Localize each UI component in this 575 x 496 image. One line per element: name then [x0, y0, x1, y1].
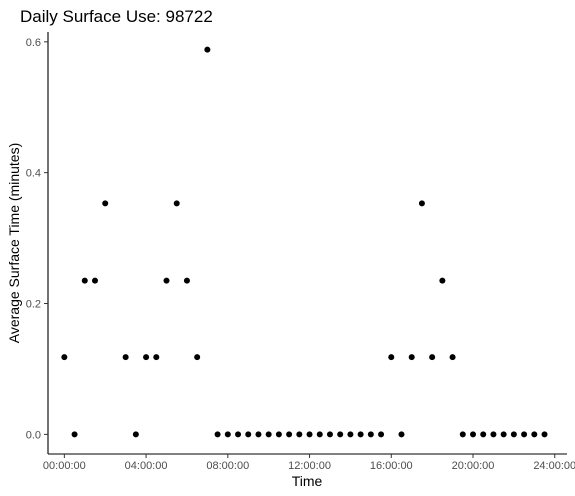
data-point	[245, 431, 251, 437]
data-point	[194, 354, 200, 360]
plot-area: 0.0 0.2 0.4 0.6 00:00:00 04:00:00 08:00:00 12:…	[26, 32, 575, 472]
data-point	[347, 431, 353, 437]
x-axis-title: Time	[292, 473, 323, 489]
data-point	[337, 431, 343, 437]
data-point	[490, 431, 496, 437]
data-point	[368, 431, 374, 437]
data-point	[419, 200, 425, 206]
data-point	[102, 200, 108, 206]
data-point	[174, 200, 180, 206]
data-point	[225, 431, 231, 437]
data-point	[501, 431, 507, 437]
data-point	[378, 431, 384, 437]
chart-title: Daily Surface Use: 98722	[20, 7, 213, 26]
data-point	[235, 431, 241, 437]
data-point	[296, 431, 302, 437]
data-point	[286, 431, 292, 437]
x-tick-label: 00:00:00	[43, 460, 86, 472]
data-point	[133, 431, 139, 437]
data-point	[82, 278, 88, 284]
data-point	[388, 354, 394, 360]
data-point	[61, 354, 67, 360]
y-tick-label: 0.4	[26, 168, 41, 180]
data-points	[61, 47, 547, 438]
x-tick-label: 24:00:00	[533, 460, 575, 472]
data-point	[439, 278, 445, 284]
data-point	[521, 431, 527, 437]
data-point	[531, 431, 537, 437]
data-point	[429, 354, 435, 360]
data-point	[143, 354, 149, 360]
data-point	[92, 278, 98, 284]
data-point	[398, 431, 404, 437]
data-point	[164, 278, 170, 284]
data-point	[409, 354, 415, 360]
data-point	[511, 431, 517, 437]
data-point	[307, 431, 313, 437]
x-tick-label: 16:00:00	[370, 460, 413, 472]
data-point	[450, 354, 456, 360]
data-point	[266, 431, 272, 437]
data-point	[470, 431, 476, 437]
data-point	[255, 431, 261, 437]
y-tick-label: 0.6	[26, 37, 41, 49]
y-axis-title: Average Surface Time (minutes)	[6, 143, 22, 344]
data-point	[72, 431, 78, 437]
y-tick-label: 0.2	[26, 299, 41, 311]
x-tick-label: 04:00:00	[125, 460, 168, 472]
x-axis-ticks: 00:00:00 04:00:00 08:00:00 12:00:00 16:00:00…	[43, 454, 575, 472]
x-tick-label: 20:00:00	[452, 460, 495, 472]
x-tick-label: 12:00:00	[288, 460, 331, 472]
data-point	[204, 47, 210, 53]
data-point	[327, 431, 333, 437]
data-point	[184, 278, 190, 284]
y-tick-label: 0.0	[26, 429, 41, 441]
data-point	[123, 354, 129, 360]
data-point	[460, 431, 466, 437]
data-point	[215, 431, 221, 437]
data-point	[317, 431, 323, 437]
x-tick-label: 08:00:00	[206, 460, 249, 472]
y-axis-ticks: 0.0 0.2 0.4 0.6	[26, 37, 48, 442]
data-point	[358, 431, 364, 437]
data-point	[276, 431, 282, 437]
data-point	[542, 431, 548, 437]
data-point	[480, 431, 486, 437]
data-point	[153, 354, 159, 360]
